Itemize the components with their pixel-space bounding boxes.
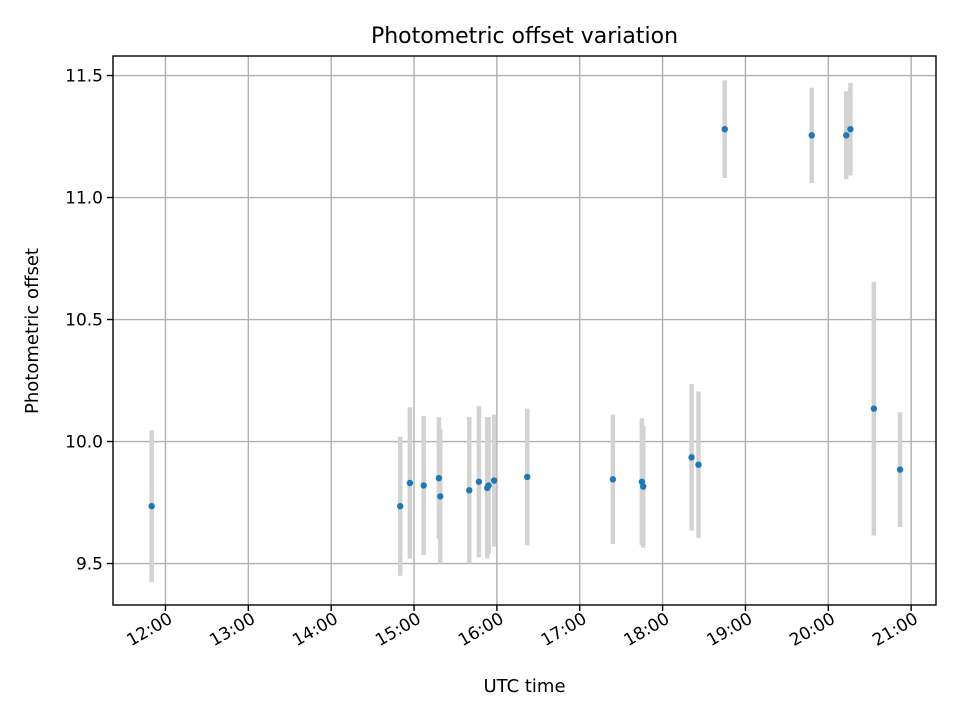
- data-point: [485, 482, 492, 489]
- y-tick-label: 10.0: [65, 433, 103, 453]
- data-point: [847, 126, 854, 133]
- data-point: [640, 483, 647, 490]
- point-layer: [148, 126, 904, 510]
- y-tick-label: 10.5: [65, 311, 103, 331]
- y-tick-label: 11.5: [65, 67, 103, 87]
- data-point: [896, 466, 904, 473]
- data-point: [435, 474, 443, 482]
- data-point: [609, 476, 617, 483]
- data-point: [420, 482, 427, 489]
- y-axis-label: Photometric offset: [22, 248, 43, 414]
- x-tick-label: 16:00: [455, 609, 507, 651]
- data-point: [148, 502, 155, 510]
- data-point: [638, 478, 646, 485]
- errorbar-layer: [149, 80, 903, 582]
- data-point: [808, 132, 815, 139]
- y-tick-label: 9.5: [76, 555, 103, 575]
- plot-frame: [112, 55, 937, 606]
- data-point: [524, 473, 531, 481]
- grid-layer: [113, 56, 936, 605]
- x-tick-label: 20:00: [786, 609, 838, 651]
- data-point: [490, 477, 498, 484]
- data-point: [406, 479, 414, 487]
- data-point: [843, 132, 850, 139]
- chart-title: Photometric offset variation: [371, 24, 678, 49]
- x-tick-label: 19:00: [704, 609, 756, 651]
- data-point: [397, 502, 404, 510]
- x-tick-label: 17:00: [538, 609, 590, 651]
- data-point: [870, 405, 878, 412]
- data-point: [475, 478, 483, 485]
- data-point: [695, 461, 702, 468]
- data-point: [688, 454, 695, 461]
- data-point: [721, 126, 728, 133]
- x-tick-label: 14:00: [289, 609, 341, 651]
- x-tick-label: 18:00: [621, 609, 673, 651]
- x-tick-label: 15:00: [372, 609, 424, 651]
- data-point: [437, 493, 444, 500]
- data-point: [466, 487, 473, 494]
- x-tick-label: 21:00: [869, 609, 921, 651]
- y-tick-label: 11.0: [65, 189, 103, 209]
- x-axis-label: UTC time: [483, 676, 565, 697]
- x-tick-label: 13:00: [206, 609, 258, 651]
- x-tick-label: 12:00: [124, 609, 176, 651]
